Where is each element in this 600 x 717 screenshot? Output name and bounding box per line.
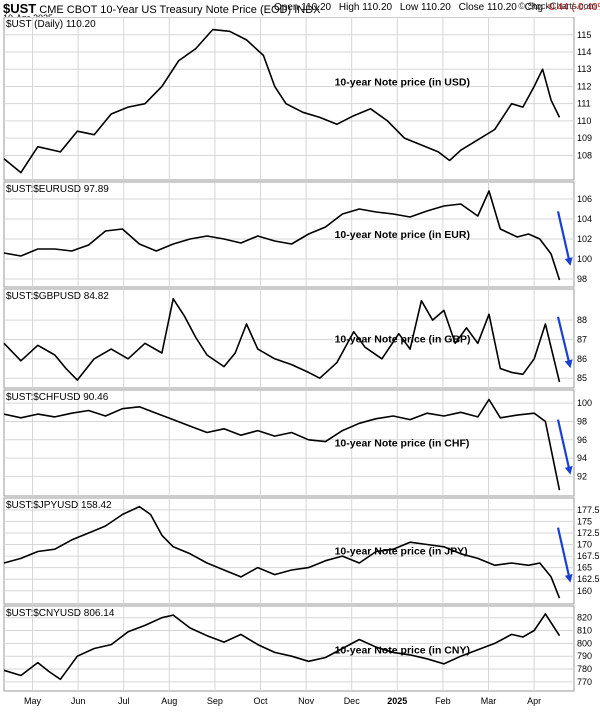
chart-panel: 92 94 96 98 100 $UST:$CHFUSD 90.46 10-year Not… [3,389,592,497]
change-value: -0.44 (-0.40%) [545,2,600,13]
x-tick-label: Dec [344,696,361,706]
panel-frame [3,17,575,181]
close-label: Close [458,2,485,13]
y-tick-label: 109 [577,133,592,143]
panel-label: $UST:$CNYUSD 806.14 [6,608,115,619]
x-tick-label: Sep [207,696,223,706]
multi-panel-line-chart: 108 109 110 111 112 113 114 115 $UST (Daily) 110… [3,17,600,706]
low-label: Low [399,2,419,13]
low-value: 110.20 [421,2,451,13]
x-tick-label: Apr [527,696,541,706]
x-tick-label: 2025 [387,696,407,706]
symbol: $UST [3,1,37,16]
chart-panel: 108 109 110 111 112 113 114 115 $UST (Daily) 110… [3,17,592,181]
open-value: 110.20 [301,2,332,13]
panel-label: $UST:$JPYUSD 158.42 [6,500,112,511]
y-tick-label: 160 [577,586,592,596]
y-tick-label: 106 [577,194,592,204]
x-tick-label: Oct [253,696,268,706]
y-tick-label: 790 [577,651,592,661]
y-tick-label: 98 [577,416,587,426]
y-tick-label: 96 [577,435,587,445]
y-tick-label: 112 [577,81,591,91]
change-label: Chg [524,2,543,13]
x-tick-label: Jul [118,696,130,706]
series-line [3,398,561,491]
x-tick-label: Jun [71,696,86,706]
y-tick-label: 94 [577,453,587,463]
chart-panel: 98 100 102 104 106 $UST:$EURUSD 97.89 10-year … [3,181,592,288]
open-label: Open [274,2,299,13]
close-value: 110.20 [486,2,517,13]
y-tick-label: 170 [577,540,592,550]
series-line [3,28,561,174]
y-tick-label: 800 [577,638,592,648]
y-tick-label: 162.5 [577,574,600,584]
annotation-label: 10-year Note price (in CHF) [335,438,470,450]
y-tick-label: 111 [577,99,591,109]
decline-arrow-icon [556,316,573,369]
y-tick-label: 114 [577,47,591,57]
y-tick-label: 115 [577,30,591,40]
annotation-label: 10-year Note price (in GBP) [335,334,471,346]
annotation-label: 10-year Note price (in USD) [335,76,470,88]
y-tick-label: 98 [577,274,587,284]
panel-label: $UST:$CHFUSD 90.46 [6,392,109,403]
annotation-label: 10-year Note price (in EUR) [335,229,470,241]
y-tick-label: 175 [577,516,592,526]
y-tick-label: 87 [577,334,587,344]
high-value: 110.20 [362,2,393,13]
y-tick-label: 104 [577,214,592,224]
y-tick-label: 110 [577,116,591,126]
symbol-description: CME CBOT 10-Year US Treasury Note Price … [39,4,292,16]
y-tick-label: 172.5 [577,528,600,538]
x-tick-label: Aug [161,696,177,706]
chart-panel: 770 780 790 800 810 820 $UST:$CNYUSD 806.14 10-… [3,605,592,692]
panel-label: $UST (Daily) 110.20 [6,19,96,30]
panel-frame [3,497,575,605]
panel-label: $UST:$EURUSD 97.89 [6,184,109,195]
high-label: High [338,2,360,13]
series-line [3,298,561,383]
panel-label: $UST:$GBPUSD 84.82 [6,291,109,302]
chart-panel: 85 86 87 88 $UST:$GBPUSD 84.82 10-year Note p… [3,288,587,389]
y-tick-label: 102 [577,234,592,244]
y-tick-label: 770 [577,677,592,687]
x-tick-label: Mar [481,696,497,706]
annotation-label: 10-year Note price (in CNY) [335,645,470,657]
exchange-label: INDX [294,4,321,16]
y-tick-label: 86 [577,354,587,364]
y-tick-label: 100 [577,398,592,408]
chart-title: $UST CME CBOT 10-Year US Treasury Note P… [3,1,321,16]
y-tick-label: 92 [577,471,587,481]
series-line [3,505,561,599]
y-tick-label: 780 [577,664,592,674]
y-tick-label: 177.5 [577,505,600,515]
series-line [3,613,561,681]
decline-arrow-icon [556,527,573,583]
stockcharts-logo: © StockCharts.com [518,1,596,11]
x-tick-label: May [24,696,42,706]
panel-frame [3,389,575,497]
y-tick-label: 167.5 [577,551,600,561]
x-tick-label: Feb [435,696,451,706]
y-tick-label: 108 [577,150,592,160]
y-tick-label: 88 [577,315,587,325]
y-tick-label: 820 [577,613,592,623]
series-line [3,190,561,281]
x-tick-label: Nov [298,696,315,706]
y-tick-label: 100 [577,254,592,264]
y-tick-label: 810 [577,626,592,636]
ohlc-readout: Open 110.20 High 110.20 Low 110.20 Close… [274,2,600,13]
decline-arrow-icon [556,211,573,266]
y-tick-label: 165 [577,563,592,573]
annotation-label: 10-year Note price (in JPY) [335,546,468,558]
y-tick-label: 85 [577,373,587,383]
decline-arrow-icon [556,419,573,475]
y-tick-label: 113 [577,64,591,74]
